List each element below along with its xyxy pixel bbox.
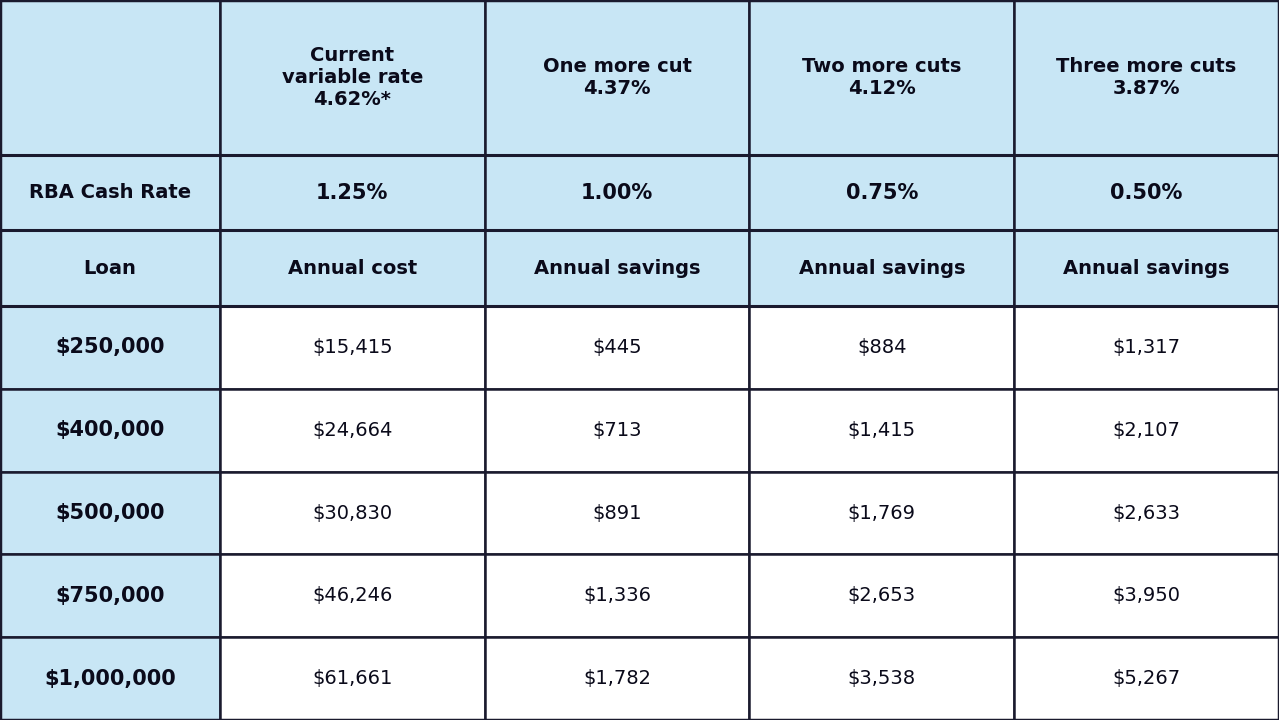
Text: One more cut
4.37%: One more cut 4.37% bbox=[542, 57, 692, 98]
Text: $5,267: $5,267 bbox=[1113, 669, 1181, 688]
Bar bbox=[220, 389, 485, 472]
Text: $3,950: $3,950 bbox=[1113, 586, 1181, 606]
Bar bbox=[749, 230, 1014, 306]
Bar bbox=[0, 389, 220, 472]
Text: $713: $713 bbox=[592, 420, 642, 440]
Text: $15,415: $15,415 bbox=[312, 338, 393, 357]
Text: $3,538: $3,538 bbox=[848, 669, 916, 688]
Bar bbox=[0, 0, 220, 155]
Text: $884: $884 bbox=[857, 338, 907, 357]
Bar bbox=[485, 155, 749, 230]
Text: $61,661: $61,661 bbox=[312, 669, 393, 688]
Text: Three more cuts
3.87%: Three more cuts 3.87% bbox=[1056, 57, 1237, 98]
Bar bbox=[220, 0, 485, 155]
Bar bbox=[1014, 389, 1279, 472]
Text: $891: $891 bbox=[592, 503, 642, 523]
Text: $250,000: $250,000 bbox=[55, 338, 165, 357]
Bar bbox=[749, 472, 1014, 554]
Text: Loan: Loan bbox=[83, 258, 137, 278]
Text: 0.75%: 0.75% bbox=[845, 183, 918, 202]
Bar bbox=[749, 554, 1014, 637]
Text: $400,000: $400,000 bbox=[55, 420, 165, 440]
Bar bbox=[220, 637, 485, 720]
Text: RBA Cash Rate: RBA Cash Rate bbox=[29, 183, 191, 202]
Bar bbox=[220, 472, 485, 554]
Bar bbox=[749, 389, 1014, 472]
Text: $2,653: $2,653 bbox=[848, 586, 916, 606]
Bar bbox=[220, 230, 485, 306]
Text: $445: $445 bbox=[592, 338, 642, 357]
Bar bbox=[1014, 155, 1279, 230]
Text: Annual savings: Annual savings bbox=[798, 258, 966, 278]
Bar bbox=[1014, 0, 1279, 155]
Text: $46,246: $46,246 bbox=[312, 586, 393, 606]
Bar bbox=[220, 155, 485, 230]
Bar bbox=[1014, 306, 1279, 389]
Text: $1,336: $1,336 bbox=[583, 586, 651, 606]
Text: Annual savings: Annual savings bbox=[533, 258, 701, 278]
Text: $750,000: $750,000 bbox=[55, 586, 165, 606]
Bar bbox=[1014, 554, 1279, 637]
Bar bbox=[220, 306, 485, 389]
Bar bbox=[0, 306, 220, 389]
Text: 1.00%: 1.00% bbox=[581, 183, 654, 202]
Bar bbox=[485, 554, 749, 637]
Bar bbox=[0, 554, 220, 637]
Text: 1.25%: 1.25% bbox=[316, 183, 389, 202]
Bar bbox=[485, 637, 749, 720]
Bar bbox=[0, 155, 220, 230]
Text: $1,769: $1,769 bbox=[848, 503, 916, 523]
Text: $2,107: $2,107 bbox=[1113, 420, 1181, 440]
Text: $1,415: $1,415 bbox=[848, 420, 916, 440]
Text: $1,000,000: $1,000,000 bbox=[43, 669, 177, 688]
Text: $24,664: $24,664 bbox=[312, 420, 393, 440]
Text: $30,830: $30,830 bbox=[312, 503, 393, 523]
Bar bbox=[749, 0, 1014, 155]
Bar bbox=[1014, 472, 1279, 554]
Bar bbox=[749, 155, 1014, 230]
Text: $1,782: $1,782 bbox=[583, 669, 651, 688]
Text: $500,000: $500,000 bbox=[55, 503, 165, 523]
Text: Annual cost: Annual cost bbox=[288, 258, 417, 278]
Bar bbox=[1014, 230, 1279, 306]
Text: Annual savings: Annual savings bbox=[1063, 258, 1230, 278]
Bar bbox=[749, 637, 1014, 720]
Text: $2,633: $2,633 bbox=[1113, 503, 1181, 523]
Bar bbox=[485, 472, 749, 554]
Bar bbox=[485, 0, 749, 155]
Text: $1,317: $1,317 bbox=[1113, 338, 1181, 357]
Bar bbox=[0, 472, 220, 554]
Bar bbox=[485, 389, 749, 472]
Text: Current
variable rate
4.62%*: Current variable rate 4.62%* bbox=[281, 46, 423, 109]
Bar bbox=[485, 306, 749, 389]
Bar bbox=[749, 306, 1014, 389]
Bar bbox=[1014, 637, 1279, 720]
Bar bbox=[220, 554, 485, 637]
Bar bbox=[0, 637, 220, 720]
Bar bbox=[485, 230, 749, 306]
Bar bbox=[0, 230, 220, 306]
Text: Two more cuts
4.12%: Two more cuts 4.12% bbox=[802, 57, 962, 98]
Text: 0.50%: 0.50% bbox=[1110, 183, 1183, 202]
